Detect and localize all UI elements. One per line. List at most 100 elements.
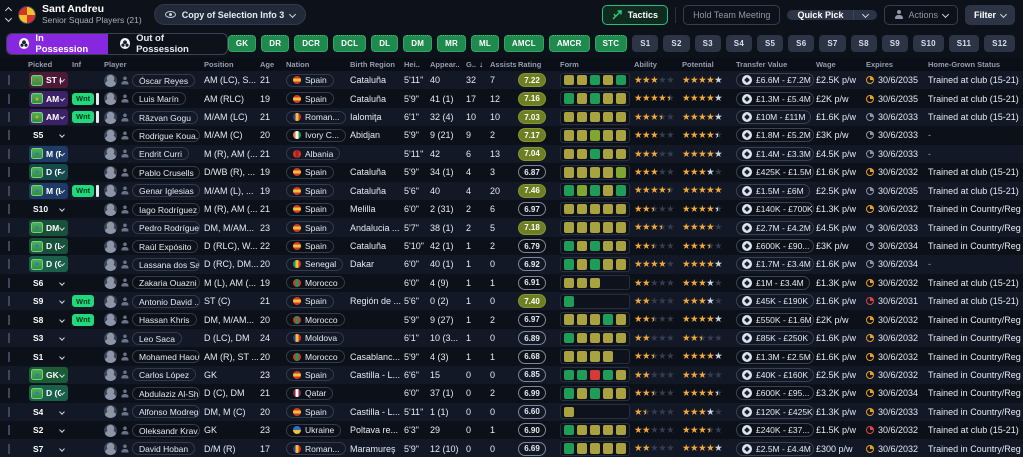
slot-button-s10[interactable]: S10 bbox=[912, 35, 944, 52]
position-button-gk[interactable]: GK bbox=[227, 35, 257, 52]
column-header-transfer_value[interactable]: Transfer Value bbox=[736, 60, 788, 69]
row-select-checkbox[interactable] bbox=[8, 93, 10, 104]
player-name-link[interactable]: Leo Saca bbox=[132, 331, 182, 345]
table-row[interactable]: DM Pedro Rodríguez DM, M/AM... 23 Spain … bbox=[0, 218, 1023, 237]
position-button-mr[interactable]: MR bbox=[437, 35, 466, 52]
nation-pill[interactable]: Senegal bbox=[286, 257, 344, 271]
picked-slot-dropdown[interactable]: S7 bbox=[29, 441, 68, 457]
column-header-birth_region[interactable]: Birth Region bbox=[350, 60, 395, 69]
column-header-player[interactable]: Player bbox=[104, 60, 127, 69]
view-selector-dropdown[interactable]: Copy of Selection Info 3 bbox=[153, 4, 307, 25]
hold-team-meeting-button[interactable]: Hold Team Meeting bbox=[683, 4, 781, 25]
picked-position-dropdown[interactable]: AM ( bbox=[29, 109, 68, 126]
tab-out-of-possession[interactable]: Out of Possession bbox=[108, 34, 227, 54]
column-header-position[interactable]: Position bbox=[204, 60, 234, 69]
table-row[interactable]: D (C) Abdulaziz Al-Sh... D (C), DM 21 Qa… bbox=[0, 384, 1023, 403]
column-header-expires[interactable]: Expires bbox=[866, 60, 894, 69]
column-header-form[interactable]: Form bbox=[560, 60, 579, 69]
picked-position-dropdown[interactable]: M (L bbox=[29, 182, 68, 199]
panel-collapse-control[interactable] bbox=[4, 6, 13, 23]
row-select-checkbox[interactable] bbox=[8, 185, 10, 196]
position-button-dl[interactable]: DL bbox=[371, 35, 399, 52]
nation-pill[interactable]: Spain bbox=[286, 184, 334, 198]
picked-slot-dropdown[interactable]: S3 bbox=[29, 330, 68, 346]
nation-pill[interactable]: Roman... bbox=[286, 442, 346, 456]
position-button-amcr[interactable]: AMCR bbox=[548, 35, 590, 52]
quick-pick-button[interactable]: Quick Pick bbox=[797, 9, 844, 20]
row-select-checkbox[interactable] bbox=[8, 222, 10, 233]
column-header-inf[interactable]: Inf bbox=[72, 60, 82, 69]
row-select-checkbox[interactable] bbox=[8, 204, 10, 215]
player-name-link[interactable]: Carlos López bbox=[132, 368, 197, 382]
picked-slot-dropdown[interactable]: S4 bbox=[29, 404, 68, 420]
player-name-link[interactable]: Lassana dos Sa... bbox=[132, 257, 200, 271]
player-name-link[interactable]: Rodrigue Koua... bbox=[132, 128, 200, 142]
picked-position-dropdown[interactable]: DM bbox=[29, 219, 68, 236]
nation-pill[interactable]: Spain bbox=[286, 239, 334, 253]
table-row[interactable]: AM ( Wnt Luis Marín AM (RLC) 19 Spain Ca… bbox=[0, 89, 1023, 108]
nation-pill[interactable]: Qatar bbox=[286, 386, 334, 400]
slot-button-s11[interactable]: S11 bbox=[948, 35, 980, 52]
row-select-checkbox[interactable] bbox=[8, 112, 10, 123]
picked-position-dropdown[interactable]: D (R bbox=[29, 164, 68, 181]
row-select-checkbox[interactable] bbox=[8, 333, 10, 344]
picked-slot-dropdown[interactable]: S2 bbox=[29, 422, 68, 438]
quick-pick-dropdown-arrow[interactable] bbox=[853, 9, 877, 20]
slot-button-s1[interactable]: S1 bbox=[632, 35, 659, 52]
picked-slot-dropdown[interactable]: S6 bbox=[29, 275, 68, 291]
row-select-checkbox[interactable] bbox=[8, 259, 10, 270]
row-select-checkbox[interactable] bbox=[8, 296, 10, 307]
column-header-picked[interactable]: Picked bbox=[28, 60, 53, 69]
position-button-stc[interactable]: STC bbox=[594, 35, 628, 52]
slot-button-s3[interactable]: S3 bbox=[694, 35, 721, 52]
column-header-height[interactable]: Hei.. bbox=[404, 60, 420, 69]
position-button-dm[interactable]: DM bbox=[403, 35, 433, 52]
nation-pill[interactable]: Moldova bbox=[286, 331, 345, 345]
player-name-link[interactable]: Zakaria Ouazni bbox=[132, 276, 200, 290]
player-name-link[interactable]: Răzvan Gogu bbox=[132, 110, 198, 124]
picked-slot-dropdown[interactable]: S10 bbox=[29, 201, 68, 217]
player-name-link[interactable]: Luis Marín bbox=[132, 92, 186, 106]
nation-pill[interactable]: Spain bbox=[286, 202, 334, 216]
tab-in-possession[interactable]: In Possession bbox=[7, 33, 108, 54]
slot-button-s2[interactable]: S2 bbox=[663, 35, 690, 52]
picked-slot-dropdown[interactable]: S9 bbox=[29, 293, 68, 309]
nation-pill[interactable]: Spain bbox=[286, 73, 334, 87]
column-header-homegrown[interactable]: Home-Grown Status bbox=[928, 60, 1001, 69]
column-header-ability[interactable]: Ability bbox=[634, 60, 657, 69]
picked-position-dropdown[interactable]: GK bbox=[29, 366, 68, 383]
position-button-dr[interactable]: DR bbox=[261, 35, 290, 52]
row-select-checkbox[interactable] bbox=[8, 351, 10, 362]
table-row[interactable]: S7 David Hoban D/M (R) 17 Roman... Maram… bbox=[0, 439, 1023, 457]
player-name-link[interactable]: Oleksandr Krav... bbox=[132, 423, 200, 437]
slot-button-s7[interactable]: S7 bbox=[819, 35, 846, 52]
nation-pill[interactable]: Morocco bbox=[286, 276, 345, 290]
slot-button-s12[interactable]: S12 bbox=[984, 35, 1015, 52]
nation-pill[interactable]: Ivory C... bbox=[286, 128, 346, 142]
row-select-checkbox[interactable] bbox=[8, 130, 10, 141]
row-select-checkbox[interactable] bbox=[8, 406, 10, 417]
player-name-link[interactable]: Pablo Crusells bbox=[132, 165, 200, 179]
table-row[interactable]: GK Carlos López GK 23 Spain Castilla - L… bbox=[0, 365, 1023, 385]
picked-slot-dropdown[interactable]: S8 bbox=[29, 312, 68, 328]
picked-position-dropdown[interactable]: D (C) bbox=[29, 385, 68, 402]
picked-slot-dropdown[interactable]: S1 bbox=[29, 349, 68, 365]
nation-pill[interactable]: Spain bbox=[286, 294, 334, 308]
row-select-checkbox[interactable] bbox=[8, 443, 10, 454]
player-name-link[interactable]: Abdulaziz Al-Sh... bbox=[132, 386, 200, 400]
position-button-amcl[interactable]: AMCL bbox=[503, 35, 544, 52]
column-header-assists[interactable]: Assists bbox=[490, 60, 516, 69]
row-select-checkbox[interactable] bbox=[8, 388, 10, 399]
table-row[interactable]: S3 Leo Saca D (LC), DM 24 Moldova 6'1" 1… bbox=[0, 328, 1023, 348]
player-name-link[interactable]: David Hoban bbox=[132, 442, 196, 456]
table-row[interactable]: D (L) Raúl Expósito D (RLC), W... 22 Spa… bbox=[0, 236, 1023, 256]
table-row[interactable]: D (R Pablo Crusells D/WB (R), ... 19 Spa… bbox=[0, 163, 1023, 182]
player-name-link[interactable]: Iago Rodríguez bbox=[132, 202, 200, 216]
table-row[interactable]: S5 Rodrigue Koua... M/AM (C) 20 Ivory C.… bbox=[0, 126, 1023, 145]
nation-pill[interactable]: Roman... bbox=[286, 110, 346, 124]
picked-position-dropdown[interactable]: ST (C bbox=[29, 72, 68, 89]
picked-position-dropdown[interactable]: AM ( bbox=[29, 90, 68, 107]
table-row[interactable]: AM ( Wnt Răzvan Gogu M/AM (LC) 21 Roman.… bbox=[0, 107, 1023, 127]
column-header-goals[interactable]: G.. ↓ bbox=[466, 60, 484, 69]
nation-pill[interactable]: Spain bbox=[286, 221, 334, 235]
